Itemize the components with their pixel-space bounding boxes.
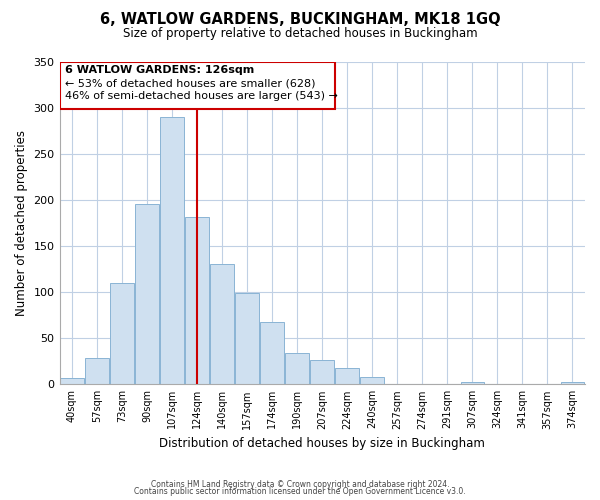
Bar [60, 378, 84, 384]
Bar [185, 218, 209, 384]
Bar [135, 204, 159, 384]
Bar [361, 377, 384, 384]
Text: Contains public sector information licensed under the Open Government Licence v3: Contains public sector information licen… [134, 487, 466, 496]
Bar [286, 353, 309, 384]
Bar [260, 322, 284, 384]
Text: Size of property relative to detached houses in Buckingham: Size of property relative to detached ho… [122, 28, 478, 40]
Text: ← 53% of detached houses are smaller (628): ← 53% of detached houses are smaller (62… [65, 78, 315, 88]
Bar [560, 382, 584, 384]
Text: 46% of semi-detached houses are larger (543) →: 46% of semi-detached houses are larger (… [65, 91, 337, 101]
Bar [210, 264, 234, 384]
Text: 6, WATLOW GARDENS, BUCKINGHAM, MK18 1GQ: 6, WATLOW GARDENS, BUCKINGHAM, MK18 1GQ [100, 12, 500, 28]
Y-axis label: Number of detached properties: Number of detached properties [15, 130, 28, 316]
Bar [310, 360, 334, 384]
Bar [85, 358, 109, 384]
Text: Contains HM Land Registry data © Crown copyright and database right 2024.: Contains HM Land Registry data © Crown c… [151, 480, 449, 489]
Bar [160, 117, 184, 384]
Bar [235, 293, 259, 384]
X-axis label: Distribution of detached houses by size in Buckingham: Distribution of detached houses by size … [160, 437, 485, 450]
Bar [110, 283, 134, 384]
Bar [461, 382, 484, 384]
Text: 6 WATLOW GARDENS: 126sqm: 6 WATLOW GARDENS: 126sqm [65, 65, 254, 75]
FancyBboxPatch shape [59, 62, 335, 108]
Bar [335, 368, 359, 384]
